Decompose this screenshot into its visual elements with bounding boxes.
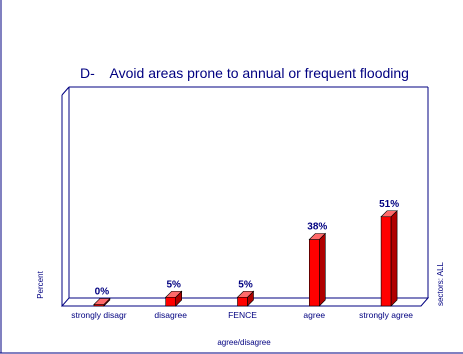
chart-title: D- Avoid areas prone to annual or freque… bbox=[80, 65, 409, 81]
x-tick-labels-group: strongly disagr disagree FENCE agree strongl… bbox=[71, 310, 413, 320]
bars-group bbox=[93, 210, 398, 307]
sectors-label: sectors: ALL bbox=[436, 261, 445, 306]
x-tick-label: strongly agree bbox=[359, 310, 413, 320]
x-tick-label: strongly disagr bbox=[71, 310, 126, 320]
bar-top bbox=[93, 298, 111, 305]
x-tick-label: disagree bbox=[154, 310, 187, 320]
bar-side bbox=[318, 232, 326, 307]
data-label: 5% bbox=[166, 279, 181, 290]
bar-top bbox=[380, 210, 398, 218]
bar bbox=[93, 297, 111, 307]
data-label: 51% bbox=[379, 199, 399, 210]
bar bbox=[308, 232, 327, 307]
bar-top bbox=[236, 290, 255, 298]
y-axis-label: Percent bbox=[36, 270, 45, 298]
bar-front bbox=[165, 296, 176, 307]
bar-front bbox=[237, 296, 248, 307]
bar bbox=[380, 210, 398, 307]
bar-front bbox=[308, 239, 320, 307]
bar-top bbox=[308, 233, 327, 240]
x-tick-label: FENCE bbox=[228, 310, 257, 320]
bar-side bbox=[390, 210, 398, 307]
bar bbox=[236, 290, 255, 307]
x-tick-label: agree bbox=[303, 310, 325, 320]
bar-top bbox=[164, 290, 183, 298]
data-label: 38% bbox=[307, 222, 327, 233]
bar bbox=[164, 290, 183, 307]
x-axis-label: agree/disagree bbox=[217, 338, 271, 347]
data-labels-group: 0% 5% 5% 38% 51% bbox=[95, 199, 400, 298]
bar-front bbox=[380, 216, 392, 307]
data-label: 0% bbox=[95, 287, 110, 298]
plot-area bbox=[60, 86, 430, 307]
data-label: 5% bbox=[238, 279, 253, 290]
